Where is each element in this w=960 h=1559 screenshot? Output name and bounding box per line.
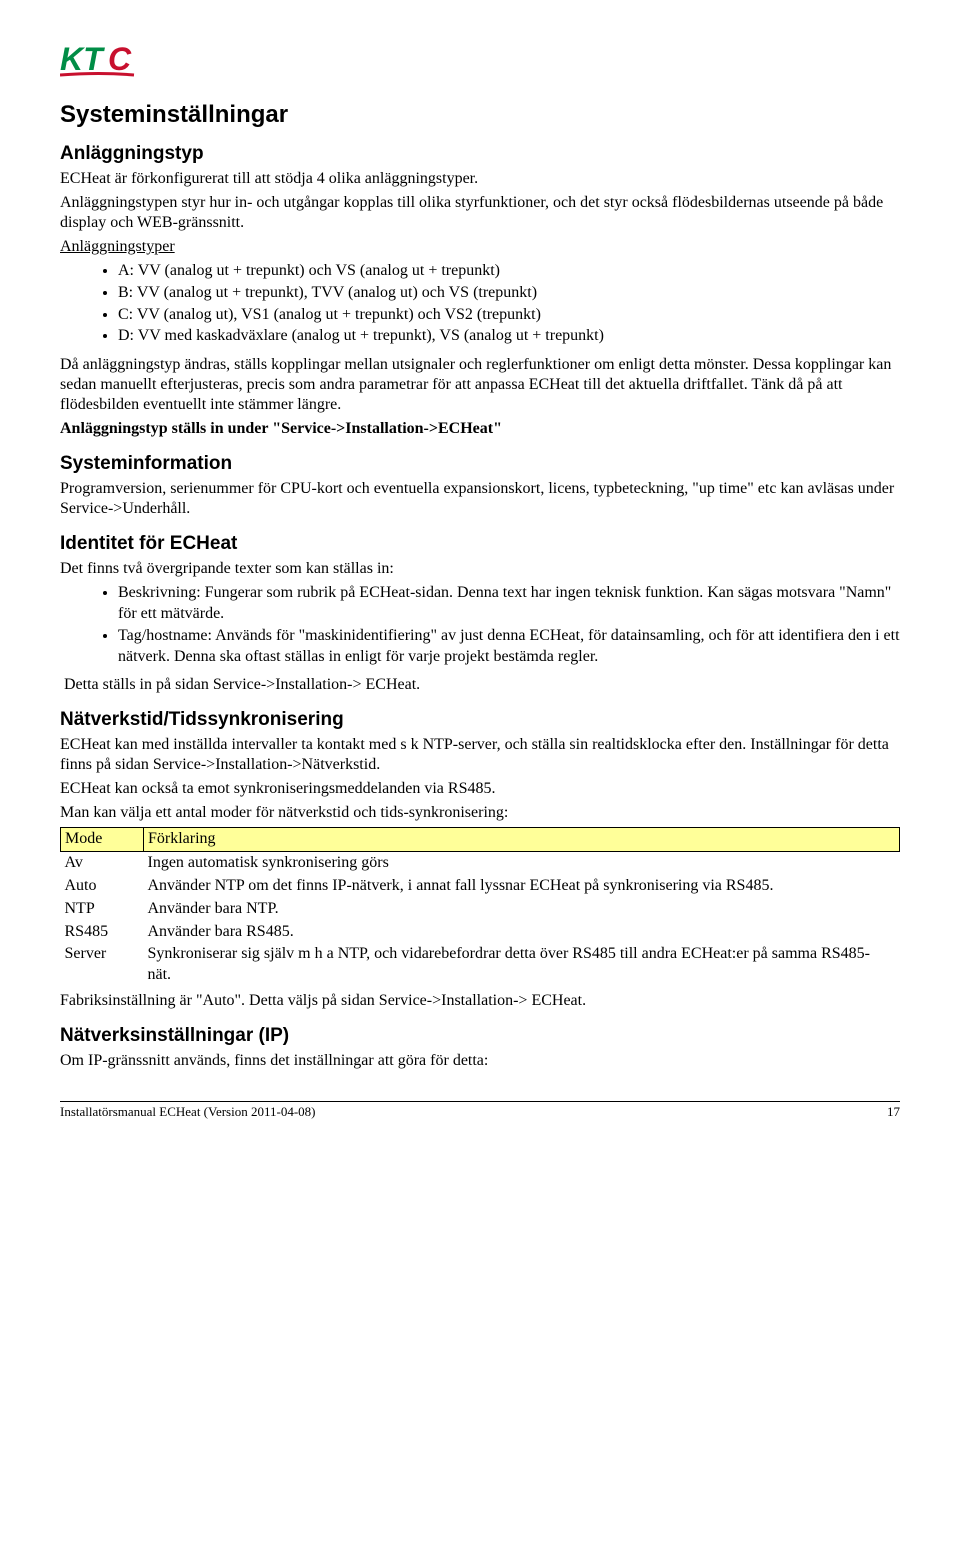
table-cell: Använder NTP om det finns IP-nätverk, i … [144, 875, 900, 898]
list-item: D: VV med kaskadväxlare (analog ut + tre… [118, 326, 900, 347]
list-item: Tag/hostname: Används för "maskinidentif… [118, 626, 900, 668]
heading-systeminstallningar: Systeminställningar [60, 101, 900, 129]
ktc-logo-icon: KT C [60, 40, 180, 80]
footer-left: Installatörsmanual ECHeat (Version 2011-… [60, 1104, 315, 1120]
table-row: Av Ingen automatisk synkronisering görs [61, 852, 900, 875]
document-page: KT C Systeminställningar Anläggningstyp … [0, 0, 960, 1140]
list-item: C: VV (analog ut), VS1 (analog ut + trep… [118, 305, 900, 326]
svg-text:KT: KT [60, 41, 105, 77]
paragraph: Detta ställs in på sidan Service->Instal… [64, 675, 900, 695]
table-row: Auto Använder NTP om det finns IP-nätver… [61, 875, 900, 898]
table-cell: NTP [61, 898, 144, 921]
table-cell: Använder bara NTP. [144, 898, 900, 921]
table-cell: RS485 [61, 921, 144, 944]
paragraph: ECHeat kan också ta emot synkroniserings… [60, 779, 900, 799]
table-row: NTP Använder bara NTP. [61, 898, 900, 921]
paragraph: Anläggningstypen styr hur in- och utgång… [60, 193, 900, 233]
paragraph: Det finns två övergripande texter som ka… [60, 559, 900, 579]
table-header-row: Mode Förklaring [61, 828, 900, 852]
table-row: Server Synkroniserar sig själv m h a NTP… [61, 943, 900, 987]
table-cell: Av [61, 852, 144, 875]
paragraph: Programversion, serienummer för CPU-kort… [60, 479, 900, 519]
list-anlaggningstyper: A: VV (analog ut + trepunkt) och VS (ana… [60, 261, 900, 347]
paragraph: Då anläggningstyp ändras, ställs kopplin… [60, 355, 900, 415]
paragraph: ECHeat kan med inställda intervaller ta … [60, 735, 900, 775]
table-cell: Server [61, 943, 144, 987]
paragraph: Man kan välja ett antal moder för nätver… [60, 803, 900, 823]
paragraph: ECHeat är förkonfigurerat till att stödj… [60, 169, 900, 189]
mode-table: Mode Förklaring Av Ingen automatisk synk… [60, 827, 900, 987]
heading-natverkstid: Nätverkstid/Tidssynkronisering [60, 709, 900, 731]
table-header-cell: Mode [61, 828, 144, 852]
heading-anlaggningstyp: Anläggningstyp [60, 143, 900, 165]
list-item: A: VV (analog ut + trepunkt) och VS (ana… [118, 261, 900, 282]
table-cell: Ingen automatisk synkronisering görs [144, 852, 900, 875]
paragraph: Fabriksinställning är "Auto". Detta välj… [60, 991, 900, 1011]
footer-page-number: 17 [887, 1104, 900, 1120]
list-item: Beskrivning: Fungerar som rubrik på ECHe… [118, 583, 900, 625]
paragraph: Om IP-gränssnitt används, finns det inst… [60, 1051, 900, 1071]
heading-systeminformation: Systeminformation [60, 453, 900, 475]
list-item: B: VV (analog ut + trepunkt), TVV (analo… [118, 283, 900, 304]
svg-text:C: C [108, 41, 132, 77]
table-row: RS485 Använder bara RS485. [61, 921, 900, 944]
table-cell: Använder bara RS485. [144, 921, 900, 944]
logo: KT C [60, 40, 900, 85]
table-header-cell: Förklaring [144, 828, 900, 852]
table-cell: Synkroniserar sig själv m h a NTP, och v… [144, 943, 900, 987]
page-footer: Installatörsmanual ECHeat (Version 2011-… [60, 1101, 900, 1120]
list-identitet: Beskrivning: Fungerar som rubrik på ECHe… [60, 583, 900, 667]
paragraph-bold: Anläggningstyp ställs in under "Service-… [60, 419, 900, 439]
heading-identitet: Identitet för ECHeat [60, 533, 900, 555]
heading-natverksinstallningar: Nätverksinställningar (IP) [60, 1025, 900, 1047]
subheading-anlaggningstyper: Anläggningstyper [60, 237, 900, 257]
table-cell: Auto [61, 875, 144, 898]
